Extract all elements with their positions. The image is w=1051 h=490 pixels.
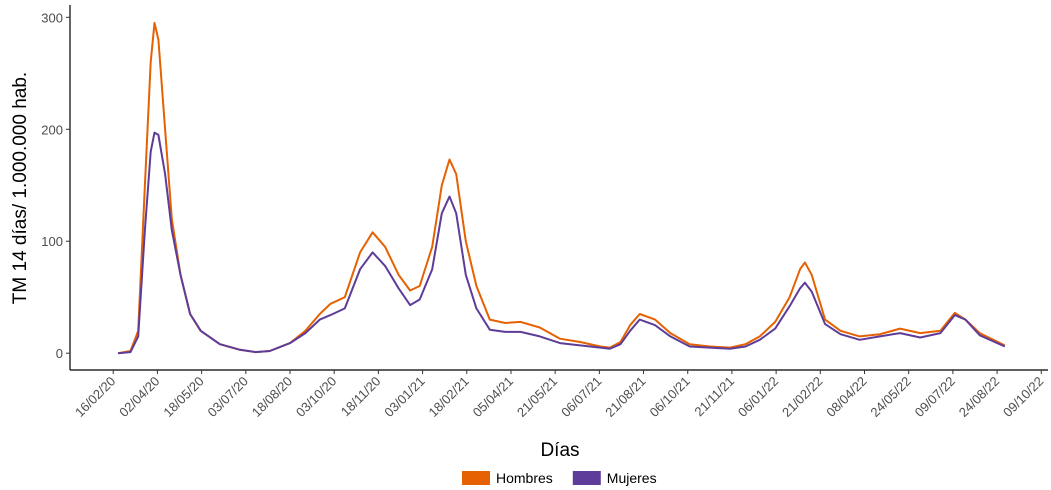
x-tick-label: 18/02/21: [426, 374, 472, 420]
x-tick-label: 03/10/20: [293, 374, 339, 420]
x-tick-label: 18/05/20: [160, 374, 206, 420]
x-tick-label: 21/02/22: [779, 374, 825, 420]
x-tick-label: 18/11/20: [338, 374, 384, 420]
x-tick-label: 24/05/22: [867, 374, 913, 420]
x-axis-title: Días: [540, 440, 579, 461]
y-tick-label: 0: [56, 346, 63, 361]
y-tick-label: 300: [41, 10, 63, 25]
x-tick-label: 09/07/22: [912, 374, 958, 420]
legend-swatch: [462, 471, 490, 485]
x-tick-label: 08/04/22: [823, 374, 869, 420]
x-tick-label: 24/08/22: [956, 374, 1002, 420]
x-tick-label: 06/10/21: [646, 374, 692, 420]
x-tick-label: 21/11/21: [691, 374, 737, 420]
x-tick-label: 18/08/20: [249, 374, 295, 420]
x-tick-label: 21/05/21: [514, 374, 560, 420]
x-tick-label: 21/08/21: [602, 374, 648, 420]
x-tick-label: 03/01/21: [381, 374, 427, 420]
legend-label: Hombres: [496, 470, 553, 486]
y-tick-label: 200: [41, 122, 63, 137]
y-axis-title: TM 14 días/ 1.000.000 hab.: [10, 72, 31, 304]
x-tick-label: 06/01/22: [735, 374, 781, 420]
line-series: [117, 21, 1006, 355]
x-tick-label: 06/07/21: [558, 374, 604, 420]
x-tick-label: 03/07/20: [205, 374, 251, 420]
y-tick-label: 100: [41, 234, 63, 249]
x-tick-label: 16/02/20: [72, 374, 118, 420]
x-tick-label: 02/04/20: [116, 374, 162, 420]
legend-swatch: [572, 471, 601, 485]
x-tick-label: 09/10/22: [1000, 374, 1046, 420]
line-series: [117, 131, 1006, 355]
x-tick-label: 05/04/21: [470, 374, 516, 420]
legend-label: Mujeres: [607, 470, 657, 486]
